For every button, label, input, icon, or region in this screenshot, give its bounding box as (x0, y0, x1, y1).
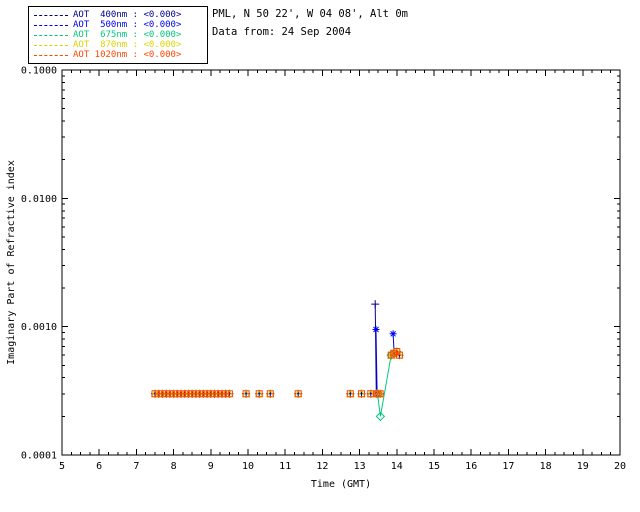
svg-text:20: 20 (614, 461, 626, 472)
svg-text:13: 13 (354, 461, 366, 472)
svg-text:Time (GMT): Time (GMT) (311, 479, 371, 490)
legend-line-sample-500nm (34, 24, 68, 26)
legend-entry-500nm: AOT 500nm : <0.000> (34, 20, 202, 30)
svg-text:5: 5 (59, 461, 65, 472)
legend-entry-label: AOT 870nm : <0.000> (73, 40, 182, 50)
svg-text:0.0100: 0.0100 (21, 194, 57, 205)
svg-text:14: 14 (391, 461, 403, 472)
legend-line-sample-675nm (34, 34, 68, 36)
svg-text:18: 18 (540, 461, 552, 472)
legend-entry-label: AOT 500nm : <0.000> (73, 20, 182, 30)
svg-text:0.1000: 0.1000 (21, 66, 57, 77)
legend-entry-675nm: AOT 675nm : <0.000> (34, 30, 202, 40)
svg-text:9: 9 (208, 461, 214, 472)
svg-text:16: 16 (465, 461, 477, 472)
svg-text:17: 17 (502, 461, 514, 472)
legend-entry-label: AOT 1020nm : <0.000> (73, 50, 182, 60)
legend-line-sample-400nm (34, 14, 68, 16)
legend-entry-label: AOT 675nm : <0.000> (73, 30, 182, 40)
svg-text:15: 15 (428, 461, 440, 472)
svg-text:0.0001: 0.0001 (21, 451, 57, 462)
data-date-text: Data from: 24 Sep 2004 (212, 26, 352, 38)
legend-entry-870nm: AOT 870nm : <0.000> (34, 40, 202, 50)
svg-text:6: 6 (96, 461, 102, 472)
svg-text:Imaginary Part of Refractive i: Imaginary Part of Refractive index (6, 160, 17, 365)
svg-text:8: 8 (171, 461, 177, 472)
legend-box: AOT 400nm : <0.000> AOT 500nm : <0.000> … (28, 6, 208, 64)
legend-entry-400nm: AOT 400nm : <0.000> (34, 10, 202, 20)
legend-entry-label: AOT 400nm : <0.000> (73, 10, 182, 20)
svg-text:10: 10 (242, 461, 254, 472)
legend-line-sample-1020nm (34, 54, 68, 56)
legend-entry-1020nm: AOT 1020nm : <0.000> (34, 50, 202, 60)
legend-line-sample-870nm (34, 44, 68, 46)
svg-text:11: 11 (279, 461, 291, 472)
svg-text:12: 12 (316, 461, 328, 472)
site-location-text: PML, N 50 22', W 04 08', Alt 0m (212, 8, 408, 20)
svg-text:7: 7 (133, 461, 139, 472)
svg-text:0.0010: 0.0010 (21, 322, 57, 333)
svg-text:19: 19 (577, 461, 589, 472)
